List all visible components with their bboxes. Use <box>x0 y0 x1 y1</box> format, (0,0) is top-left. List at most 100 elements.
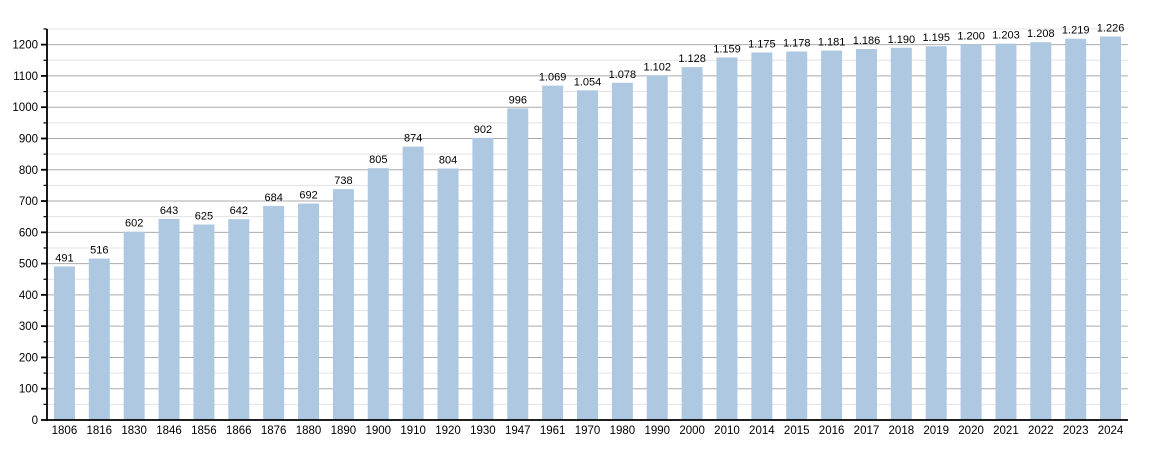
bar <box>507 108 529 420</box>
x-axis-label: 1910 <box>400 425 426 437</box>
bar-value-label: 1.054 <box>574 76 602 88</box>
bar <box>577 90 598 420</box>
x-axis-label: 2014 <box>749 425 775 437</box>
bar <box>1030 42 1052 420</box>
bar-value-label: 1.069 <box>539 72 567 84</box>
x-axis-label: 2022 <box>1028 425 1054 437</box>
bar <box>158 218 180 420</box>
bar-value-label: 602 <box>125 218 143 230</box>
bar-value-label: 1.078 <box>609 69 637 81</box>
bar <box>646 75 668 420</box>
x-axis-label: 1990 <box>644 425 670 437</box>
x-axis-label: 2015 <box>784 425 810 437</box>
bar <box>472 137 494 420</box>
bar <box>88 258 110 420</box>
bar <box>890 47 912 421</box>
bar-value-label: 1.200 <box>957 31 985 43</box>
bar-value-label: 996 <box>509 94 527 106</box>
x-axis-label: 2000 <box>679 425 705 437</box>
bar-value-label: 1.178 <box>783 38 811 50</box>
bar-value-label: 684 <box>264 192 282 204</box>
x-axis-label: 2021 <box>993 425 1019 437</box>
bar <box>716 57 738 421</box>
x-axis-label: 2016 <box>819 425 845 437</box>
bar <box>960 44 982 420</box>
bar <box>367 168 389 420</box>
x-axis-label: 1890 <box>331 425 357 437</box>
x-axis-label: 1947 <box>505 425 531 437</box>
bar <box>402 146 424 421</box>
x-axis-label: 1930 <box>470 425 496 437</box>
y-axis-label: 1100 <box>13 71 38 83</box>
bar <box>542 85 564 421</box>
bar-value-label: 1.159 <box>713 43 741 55</box>
bar-value-label: 1.208 <box>1027 28 1055 40</box>
bar <box>437 168 459 420</box>
bar-value-label: 804 <box>439 155 457 167</box>
x-axis-label: 1970 <box>575 425 601 437</box>
bar-value-label: 1.195 <box>922 32 950 44</box>
bar-value-label: 642 <box>230 205 248 217</box>
y-axis-label: 500 <box>19 259 38 271</box>
x-axis-label: 2024 <box>1098 425 1124 437</box>
bar-value-label: 1.128 <box>678 53 706 65</box>
bar <box>995 43 1017 420</box>
x-axis-label: 2017 <box>854 425 880 437</box>
bar-value-label: 874 <box>404 133 422 145</box>
x-axis-label: 1961 <box>540 425 566 437</box>
bar-value-label: 643 <box>160 205 178 217</box>
x-axis-label: 1806 <box>52 425 78 437</box>
bar <box>925 46 947 420</box>
y-axis-label: 1000 <box>12 102 38 114</box>
bar-value-label: 692 <box>299 190 317 202</box>
x-axis-label: 1980 <box>610 425 636 437</box>
x-axis-label: 2020 <box>958 425 984 437</box>
bar <box>193 224 215 420</box>
bar-value-label: 1.186 <box>853 35 881 47</box>
bar <box>681 67 703 420</box>
bar <box>821 50 843 420</box>
bar-value-label: 491 <box>55 252 73 264</box>
bar-value-label: 1.219 <box>1062 25 1090 37</box>
bar-value-label: 1.175 <box>748 38 776 50</box>
y-axis-label: 1200 <box>12 40 38 52</box>
y-axis-label: 200 <box>19 352 38 364</box>
bar-value-label: 1.102 <box>643 61 671 73</box>
y-axis-label: 300 <box>19 321 38 333</box>
bar <box>1100 36 1122 420</box>
bar-value-label: 738 <box>334 175 352 187</box>
x-axis-label: 2023 <box>1063 425 1089 437</box>
x-axis-label: 1880 <box>296 425 322 437</box>
bar <box>855 49 877 421</box>
bar <box>298 203 320 420</box>
bar-value-label: 1.226 <box>1097 23 1125 35</box>
bar <box>228 219 250 420</box>
bar-value-label: 1.203 <box>992 30 1020 42</box>
x-axis-label: 2010 <box>714 425 740 437</box>
x-axis-label: 1816 <box>87 425 113 437</box>
x-axis-label: 1900 <box>365 425 391 437</box>
bar-value-label: 902 <box>474 124 492 136</box>
bar-value-label: 1.181 <box>818 37 846 49</box>
x-axis-label: 1846 <box>156 425 182 437</box>
bar <box>53 266 75 420</box>
bar <box>786 51 808 421</box>
bar-value-label: 516 <box>90 245 108 257</box>
bar <box>1065 38 1087 420</box>
bar-value-label: 805 <box>369 154 387 166</box>
y-axis-label: 900 <box>19 133 38 145</box>
bar <box>263 206 285 420</box>
bar <box>751 52 773 421</box>
bar <box>611 82 633 421</box>
y-axis-label: 0 <box>32 415 38 427</box>
x-axis-label: 1856 <box>191 425 217 437</box>
y-axis-label: 100 <box>19 384 38 396</box>
x-axis-label: 2019 <box>923 425 949 437</box>
x-axis-label: 1876 <box>261 425 287 437</box>
bar <box>332 189 354 420</box>
bar <box>123 231 145 420</box>
x-axis-label: 1830 <box>121 425 147 437</box>
bar-value-label: 625 <box>195 211 213 223</box>
